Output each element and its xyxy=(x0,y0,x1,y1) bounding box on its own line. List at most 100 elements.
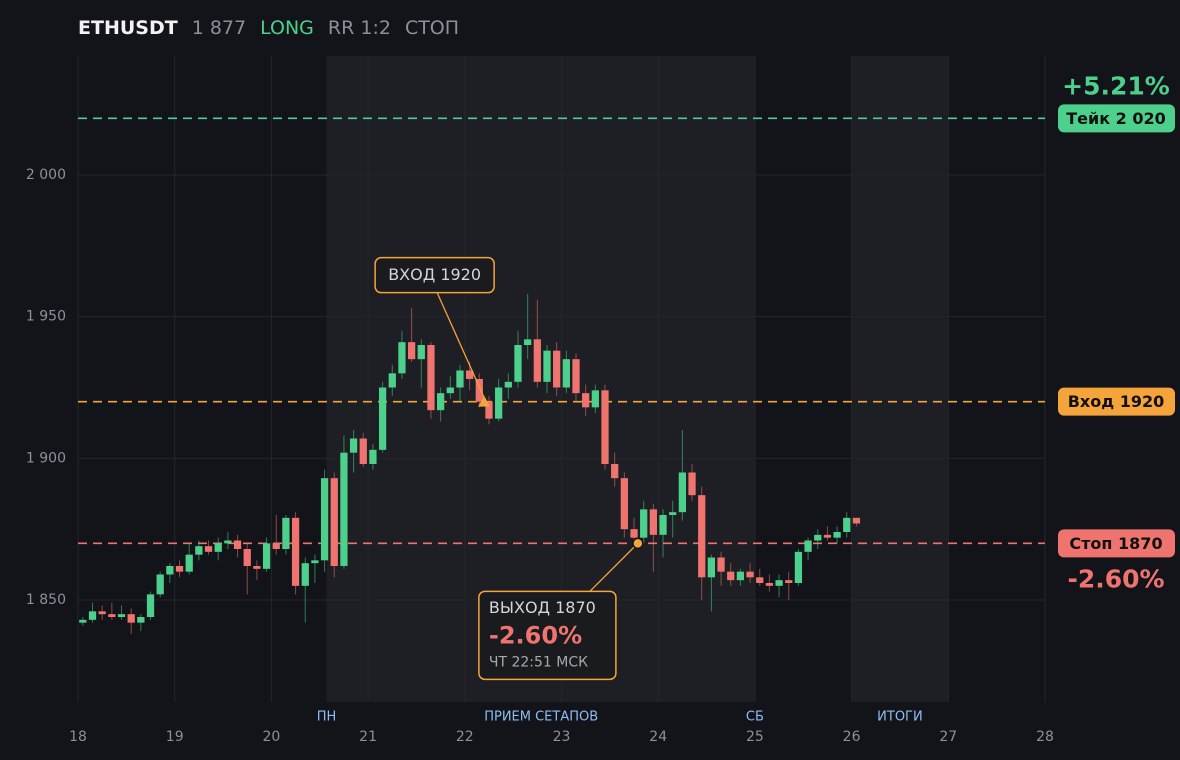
candle-body xyxy=(669,512,677,515)
candle-body xyxy=(359,438,367,464)
level-tag xyxy=(1058,104,1175,133)
candle-body xyxy=(765,583,774,586)
candle-body xyxy=(524,339,532,345)
y-tick-label: 2 000 xyxy=(26,167,66,183)
x-tick-label: 25 xyxy=(746,729,764,745)
candle-body xyxy=(98,611,106,615)
candle-body xyxy=(678,472,687,513)
candle-body xyxy=(79,619,87,623)
candle-body xyxy=(214,543,222,552)
level-change: -2.60% xyxy=(1067,564,1164,593)
risk-reward: RR 1:2 xyxy=(327,17,391,39)
candle-body xyxy=(436,393,445,411)
candle-body xyxy=(852,517,861,524)
candle-body xyxy=(282,517,290,549)
candle-body xyxy=(572,359,580,394)
symbol: ETHUSDT xyxy=(78,17,178,39)
candle-body xyxy=(466,370,474,379)
candle-body xyxy=(475,379,483,402)
candle-body xyxy=(485,401,493,419)
side: LONG xyxy=(260,17,314,39)
x-tick-label: 18 xyxy=(69,729,87,745)
candle-body xyxy=(88,611,97,620)
candle-body xyxy=(311,560,319,564)
candle-body xyxy=(659,515,667,535)
y-tick-label: 1 950 xyxy=(26,309,66,325)
session-band xyxy=(851,56,949,702)
x-tick-label: 26 xyxy=(843,729,861,745)
candle-body xyxy=(707,557,716,578)
candle-body xyxy=(591,390,599,408)
candle-body xyxy=(504,381,512,388)
candle-body xyxy=(117,614,126,617)
candle-body xyxy=(378,387,387,450)
annotation-time: ЧТ 22:51 МСК xyxy=(489,654,588,670)
annotation-value: -2.60% xyxy=(489,621,582,649)
session-label: СБ xyxy=(746,710,764,725)
status: СТОП xyxy=(404,17,460,39)
candle-body xyxy=(127,614,135,623)
candle-body xyxy=(253,566,261,569)
candle-body xyxy=(204,546,213,552)
candle-body xyxy=(553,350,561,388)
x-tick-label: 21 xyxy=(359,729,377,745)
level-label: Тейк 2 020 xyxy=(1066,109,1166,128)
level-label: Вход 1920 xyxy=(1068,392,1165,411)
x-tick-label: 28 xyxy=(1036,729,1054,745)
candle-body xyxy=(262,543,271,569)
candle-body xyxy=(514,345,522,382)
exit-marker xyxy=(632,537,644,550)
candle-body xyxy=(756,577,764,583)
annotation-connector xyxy=(589,542,639,592)
candle-body xyxy=(630,529,638,538)
session-label: ПРИЕМ СЕТАПОВ xyxy=(484,710,598,725)
candle-body xyxy=(233,540,242,549)
candle-body xyxy=(785,580,793,583)
candle-body xyxy=(775,580,783,586)
candle-body xyxy=(320,478,329,561)
annotation-box xyxy=(374,256,495,294)
x-tick-label: 22 xyxy=(456,729,474,745)
candle-body xyxy=(146,594,155,617)
candle-body xyxy=(340,452,348,566)
y-tick-label: 1 900 xyxy=(26,450,66,466)
x-tick-label: 20 xyxy=(262,729,280,745)
candle-body xyxy=(369,449,377,464)
candle-body xyxy=(301,563,309,586)
candle-body xyxy=(533,339,541,382)
candle-body xyxy=(562,359,570,388)
candle-body xyxy=(224,540,232,544)
candle-body xyxy=(601,390,609,464)
candle-body xyxy=(620,478,628,530)
candle-body xyxy=(175,566,184,572)
candle-body xyxy=(804,540,812,552)
candle-body xyxy=(417,345,425,360)
x-tick-label: 24 xyxy=(649,729,667,745)
candle-body xyxy=(388,373,396,388)
candle-body xyxy=(456,370,464,388)
x-tick-label: 27 xyxy=(939,729,957,745)
candle-body xyxy=(195,546,203,555)
candle-body xyxy=(427,345,435,411)
candle-body xyxy=(330,478,338,566)
level-label: Стоп 1870 xyxy=(1069,534,1162,553)
candle-body xyxy=(736,571,745,581)
candle-body xyxy=(814,534,822,541)
candle-body xyxy=(794,551,803,583)
annotation-connector xyxy=(436,292,485,398)
x-tick-label: 19 xyxy=(166,729,184,745)
candle-body xyxy=(291,517,300,586)
candle-body xyxy=(166,566,174,575)
level-tag xyxy=(1058,529,1175,558)
candle-body xyxy=(823,534,832,538)
level-tag xyxy=(1058,387,1175,416)
annotation-text: ВЫХОД 1870 xyxy=(489,598,596,617)
candle-body xyxy=(833,532,841,538)
session-label: ПН xyxy=(317,710,337,725)
entry-marker xyxy=(478,395,491,407)
candle-body xyxy=(446,387,454,394)
candle-body xyxy=(698,495,706,578)
x-tick-label: 23 xyxy=(553,729,571,745)
candle-body xyxy=(185,554,193,572)
